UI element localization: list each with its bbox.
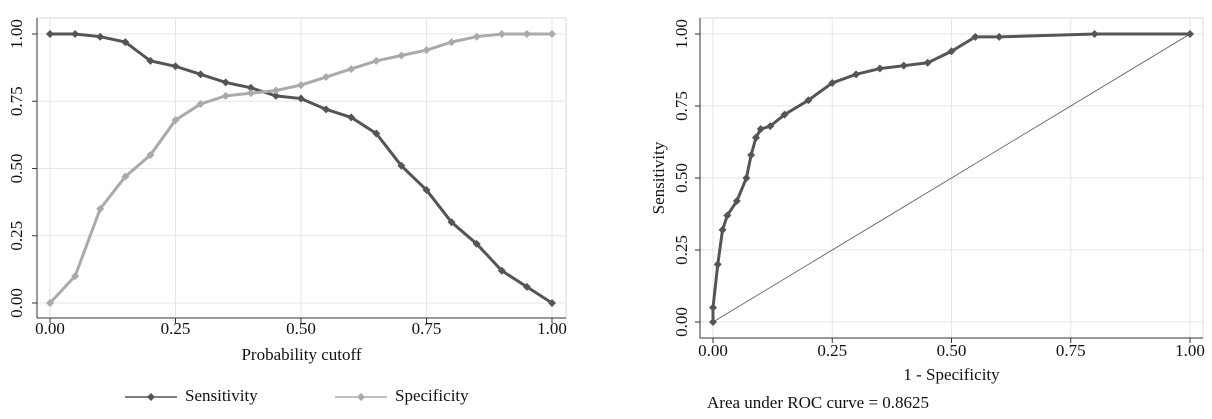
x-tick-label: 0.25 (817, 341, 847, 360)
marker (246, 83, 255, 92)
marker (709, 303, 717, 312)
marker (297, 94, 305, 103)
marker (146, 56, 155, 65)
marker (723, 211, 732, 220)
marker (899, 61, 908, 70)
x-tick-label: 0.50 (937, 341, 967, 360)
marker (46, 30, 54, 38)
marker (548, 30, 556, 38)
legend-label: Specificity (395, 386, 469, 405)
marker (196, 70, 205, 79)
marker (121, 38, 130, 47)
marker (548, 299, 556, 307)
y-tick-label: 0.50 (672, 163, 691, 193)
marker (271, 86, 280, 95)
marker (46, 299, 54, 307)
y-tick-label: 0.25 (7, 221, 26, 251)
marker (766, 122, 775, 131)
legend-label: Sensitivity (185, 386, 258, 405)
annotation: Area under ROC curve = 0.8625 (707, 393, 929, 412)
marker (121, 172, 130, 181)
marker (947, 47, 956, 56)
x-tick-label: 0.25 (161, 319, 191, 338)
x-axis-label: Probability cutoff (241, 345, 361, 364)
marker (751, 133, 760, 142)
marker (347, 64, 356, 73)
y-tick-label: 0.75 (672, 91, 691, 121)
marker (718, 225, 727, 234)
legend-marker (357, 393, 365, 401)
marker (246, 89, 255, 98)
marker (780, 110, 789, 119)
marker (171, 62, 180, 71)
marker (372, 56, 381, 65)
marker (747, 150, 756, 159)
marker (347, 113, 356, 122)
reference-line (712, 33, 1191, 323)
marker (397, 161, 406, 170)
marker (756, 125, 765, 134)
legend-marker (147, 393, 155, 401)
marker (196, 99, 205, 108)
y-tick-label: 0.00 (672, 307, 691, 337)
x-tick-label: 0.00 (35, 319, 65, 338)
marker (709, 318, 717, 326)
marker (171, 116, 180, 125)
marker (742, 174, 751, 182)
marker (397, 51, 406, 60)
marker (971, 32, 980, 41)
x-tick-label: 0.50 (286, 319, 316, 338)
marker (71, 272, 80, 281)
marker (221, 91, 230, 100)
x-tick-label: 1.00 (1175, 341, 1205, 360)
marker (322, 105, 331, 114)
marker (875, 64, 884, 73)
marker (1186, 30, 1194, 38)
marker (447, 218, 456, 227)
marker (297, 81, 305, 90)
marker (96, 204, 105, 213)
marker (96, 32, 105, 41)
y-tick-label: 1.00 (672, 19, 691, 49)
marker (447, 38, 456, 47)
marker (713, 260, 722, 269)
marker (71, 30, 80, 38)
marker (472, 32, 481, 41)
marker (271, 91, 280, 100)
marker (732, 197, 741, 206)
marker (221, 78, 230, 87)
x-tick-label: 1.00 (537, 319, 567, 338)
marker (372, 129, 381, 138)
marker (497, 266, 506, 275)
y-tick-label: 0.00 (7, 288, 26, 318)
x-tick-label: 0.00 (698, 341, 728, 360)
marker (852, 70, 861, 79)
marker (804, 96, 813, 105)
marker (995, 32, 1004, 41)
marker (522, 30, 531, 38)
marker (322, 73, 331, 82)
x-axis-label: 1 - Specificity (903, 365, 1000, 384)
y-tick-label: 1.00 (7, 19, 26, 49)
marker (472, 239, 481, 248)
y-tick-label: 0.75 (7, 86, 26, 116)
marker (1090, 30, 1099, 38)
marker (497, 30, 506, 38)
marker (422, 186, 431, 195)
x-tick-label: 0.75 (412, 319, 442, 338)
y-tick-label: 0.50 (7, 154, 26, 184)
y-axis-label: Sensitivity (649, 141, 668, 214)
marker (828, 78, 837, 87)
marker (146, 151, 155, 160)
marker (422, 46, 431, 55)
marker (522, 282, 531, 291)
x-tick-label: 0.75 (1056, 341, 1086, 360)
y-tick-label: 0.25 (672, 235, 691, 265)
marker (923, 58, 932, 67)
